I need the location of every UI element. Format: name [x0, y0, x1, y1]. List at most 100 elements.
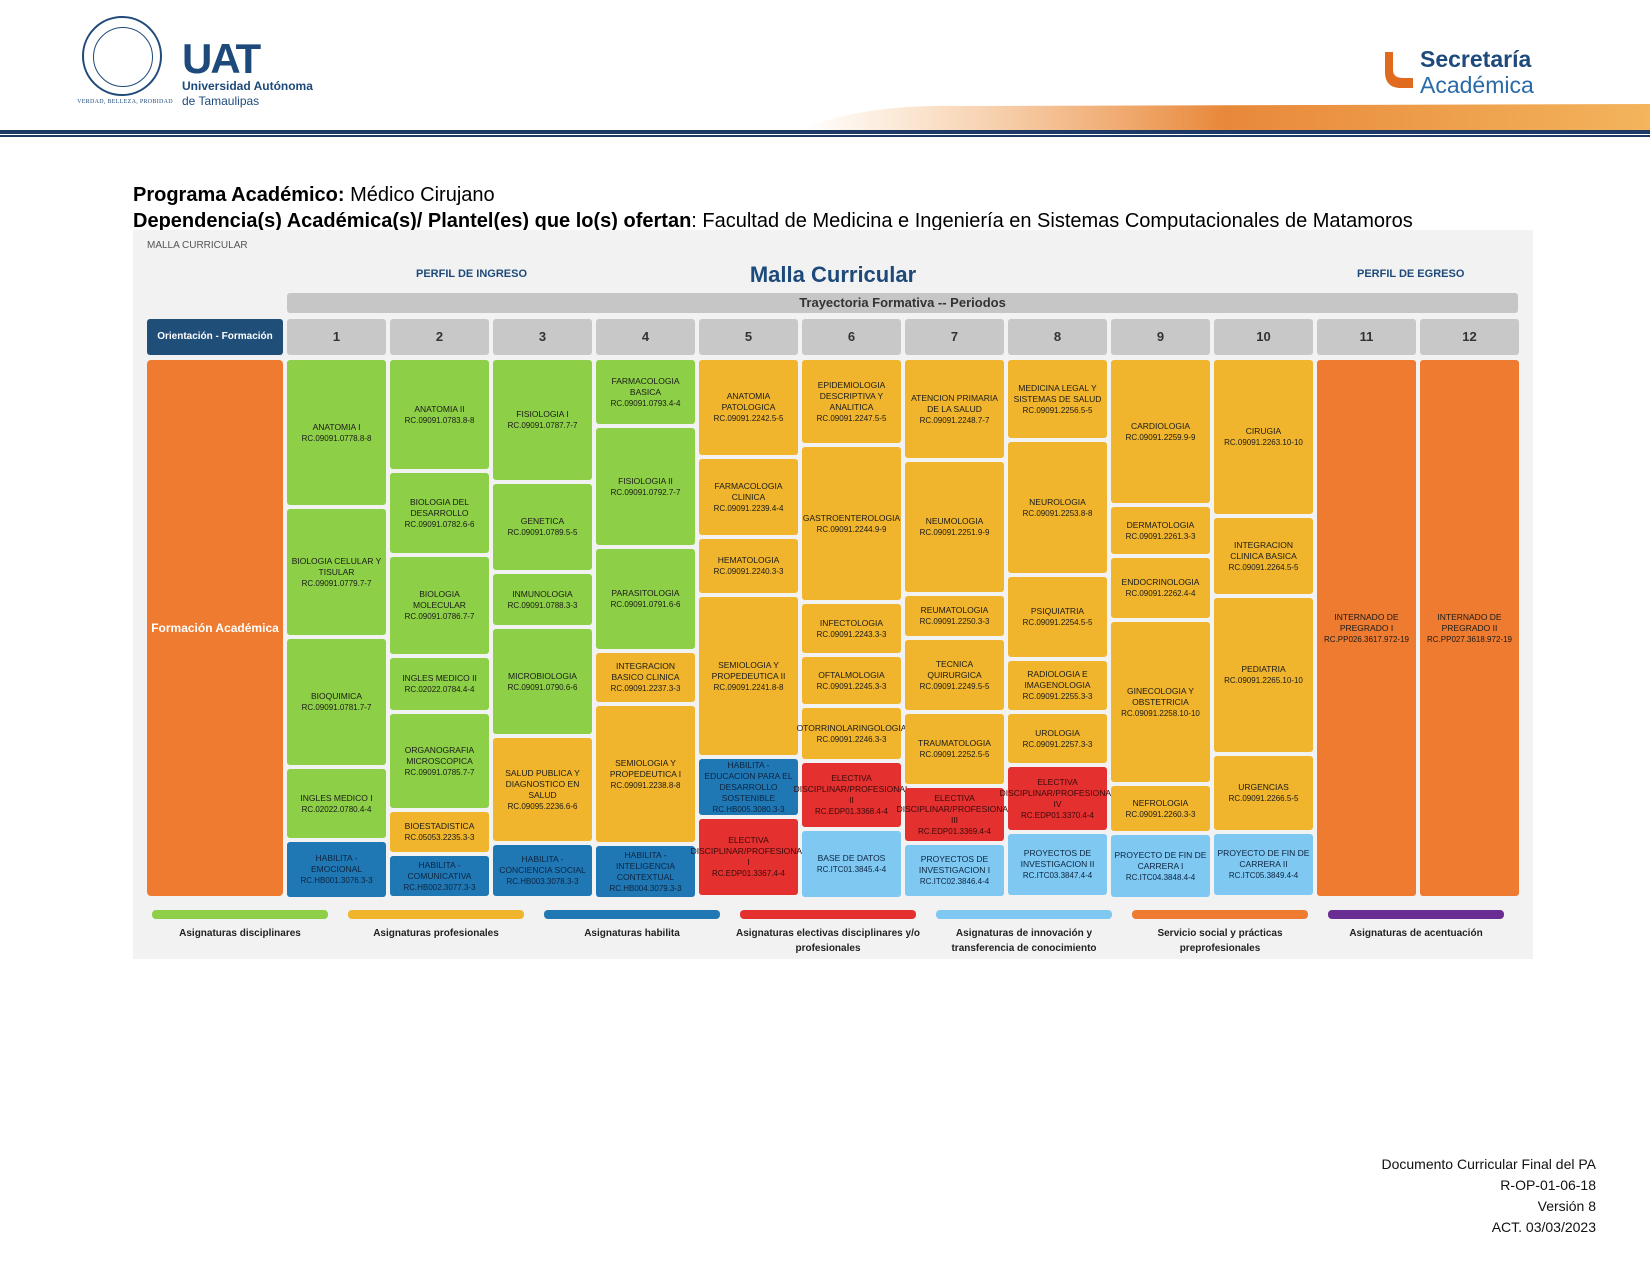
course-cell: SEMIOLOGIA Y PROPEDEUTICA II RC.09091.224…: [699, 597, 798, 755]
course-code: RC.09091.0792.7-7: [610, 487, 681, 497]
course-cell: INTERNADO DE PREGRADO II RC.PP027.3618.97…: [1420, 360, 1519, 896]
footer-line4: ACT. 03/03/2023: [1491, 1219, 1596, 1235]
course-name: PROYECTOS DE INVESTIGACION I: [918, 854, 991, 875]
course-name: ELECTIVA DISCIPLINAR/PROFESIONAL IV: [999, 776, 1116, 809]
course-name: HABILITA - EMOCIONAL: [310, 853, 362, 874]
course-code: RC.09091.2238.8-8: [610, 780, 681, 790]
course-name: SALUD PUBLICA Y DIAGNOSTICO EN SALUD: [505, 767, 580, 800]
course-name: INGLES MEDICO I: [300, 792, 373, 803]
secretaria-title-line2: Académica: [1420, 72, 1534, 98]
footer-line2: R-OP-01-06-18: [1500, 1177, 1596, 1193]
page-header: VERDAD, BELLEZA, PROBIDAD UAT Universida…: [0, 0, 1650, 140]
malla-title: Malla Curricular: [749, 262, 917, 287]
course-cell: RADIOLOGIA E IMAGENOLOGIA RC.09091.2255.3…: [1008, 661, 1107, 710]
legend-bar: [152, 910, 328, 919]
course-cell: HABILITA - EDUCACION PARA EL DESARROLLO …: [699, 759, 798, 815]
course-code: RC.09091.0788.3-3: [507, 600, 578, 610]
legend-bar: [740, 910, 916, 919]
course-cell: UROLOGIA RC.09091.2257.3-3: [1008, 714, 1107, 763]
course-code: RC.09091.0783.8-8: [404, 415, 475, 425]
course-name: ANATOMIA PATOLOGICA: [721, 391, 776, 412]
course-code: RC.09091.0782.6-6: [404, 519, 475, 529]
course-code: RC.09091.2258.10-10: [1121, 708, 1200, 718]
course-code: RC.09091.2263.10-10: [1224, 438, 1303, 447]
course-code: RC.09091.2249.5-5: [919, 681, 990, 691]
course-cell: BIOLOGIA DEL DESARROLLO RC.09091.0782.6-6: [390, 473, 489, 553]
legend-bar: [936, 910, 1112, 919]
course-code: RC.09091.2264.5-5: [1228, 562, 1299, 572]
course-cell: TRAUMATOLOGIA RC.09091.2252.5-5: [905, 714, 1004, 784]
perfil-egreso: PERFIL DE EGRESO: [1357, 268, 1465, 280]
course-code: RC.HB002.3077.3-3: [403, 882, 476, 892]
university-seal-icon: [82, 16, 162, 96]
course-code: RC.09091.2254.5-5: [1022, 618, 1093, 627]
course-cell: PROYECTOS DE INVESTIGACION I RC.ITC02.384…: [905, 845, 1004, 896]
course-code: RC.09091.2252.5-5: [919, 750, 990, 759]
course-name: BIOESTADISTICA: [404, 821, 475, 831]
course-name: REUMATOLOGIA: [920, 605, 989, 615]
course-code: RC.HB003.3078.3-3: [506, 877, 579, 886]
course-code: RC.09091.2257.3-3: [1022, 739, 1093, 749]
header-band: [0, 104, 1650, 137]
secretaria-logo-icon: [1385, 52, 1413, 88]
course-name: ELECTIVA DISCIPLINAR/PROFESIONAL III: [896, 792, 1013, 825]
footer-line1: Documento Curricular Final del PA: [1381, 1156, 1597, 1172]
course-cell: INTEGRACION CLINICA BASICA RC.09091.2264.…: [1214, 518, 1313, 594]
legend-label: Servicio social y prácticas preprofesion…: [1157, 928, 1283, 954]
course-name: FARMACOLOGIA CLINICA: [714, 480, 783, 502]
course-name: BIOQUIMICA: [310, 691, 362, 701]
course-code: RC.09091.2253.8-8: [1022, 508, 1093, 518]
course-code: RC.09091.0791.6-6: [610, 600, 681, 609]
course-cell: NEFROLOGIA RC.09091.2260.3-3: [1111, 786, 1210, 831]
uat-name-line1: Universidad Autónoma: [182, 79, 313, 93]
course-cell: SEMIOLOGIA Y PROPEDEUTICA I RC.09091.2238…: [596, 706, 695, 842]
course-name: HABILITA - COMUNICATIVA: [407, 859, 472, 881]
course-cell: URGENCIAS RC.09091.2266.5-5: [1214, 756, 1313, 830]
course-code: RC.09091.2266.5-5: [1228, 794, 1299, 803]
dependencia-line: Dependencia(s) Académica(s)/ Plantel(es)…: [133, 208, 1413, 234]
course-code: RC.09091.2247.5-5: [816, 413, 887, 423]
course-cell: FISIOLOGIA I RC.09091.0787.7-7: [493, 360, 592, 480]
course-name: TECNICA QUIRURGICA: [927, 658, 982, 680]
course-name: OFTALMOLOGIA: [818, 669, 885, 680]
course-cell: INTEGRACION BASICO CLINICA RC.09091.2237.…: [596, 653, 695, 702]
course-cell: PSIQUIATRIA RC.09091.2254.5-5: [1008, 577, 1107, 657]
period-header-4: 4: [596, 319, 695, 355]
legend-label: Asignaturas electivas disciplinares y/o …: [736, 928, 920, 954]
course-cell: MICROBIOLOGIA RC.09091.0790.6-6: [493, 629, 592, 734]
course-code: RC.HB004.3079.3-3: [609, 883, 682, 893]
course-name: GENETICA: [520, 516, 565, 526]
course-cell: BASE DE DATOS RC.ITC01.3845.4-4: [802, 831, 901, 897]
course-name: PROYECTO DE FIN DE CARRERA II: [1217, 848, 1310, 869]
course-cell: HABILITA - CONCIENCIA SOCIAL RC.HB003.307…: [493, 845, 592, 896]
course-cell: EPIDEMIOLOGIA DESCRIPTIVA Y ANALITICA RC.…: [802, 360, 901, 443]
course-cell: BIOLOGIA CELULAR Y TISULAR RC.09091.0779.…: [287, 509, 386, 635]
course-cell: GENETICA RC.09091.0789.5-5: [493, 484, 592, 570]
period-header-8: 8: [1008, 319, 1107, 355]
course-code: RC.ITC05.3849.4-4: [1228, 871, 1299, 880]
uat-logo: UAT: [182, 38, 261, 80]
course-code: RC.09091.2260.3-3: [1125, 809, 1196, 819]
course-cell: DERMATOLOGIA RC.09091.2261.3-3: [1111, 507, 1210, 554]
course-code: RC.HB005.3080.3-3: [712, 804, 785, 814]
course-code: RC.09091.2248.7-7: [919, 415, 990, 425]
course-code: RC.09091.2251.9-9: [919, 528, 990, 537]
period-header-5: 5: [699, 319, 798, 355]
course-name: ENDOCRINOLOGIA: [1121, 577, 1200, 587]
course-code: RC.02022.0780.4-4: [301, 804, 372, 814]
course-cell: SALUD PUBLICA Y DIAGNOSTICO EN SALUD RC.0…: [493, 738, 592, 841]
course-cell: ELECTIVA DISCIPLINAR/PROFESIONAL IV RC.ED…: [1000, 767, 1116, 830]
course-code: RC.PP026.3617.972-19: [1324, 634, 1409, 644]
course-name: ATENCION PRIMARIA DE LA SALUD: [911, 392, 998, 414]
period-header-12: 12: [1420, 319, 1519, 355]
course-code: RC.09091.2265.10-10: [1224, 676, 1303, 685]
course-code: RC.EDP01.3367.4-4: [712, 869, 785, 878]
period-header-10: 10: [1214, 319, 1313, 355]
course-name: UROLOGIA: [1035, 727, 1080, 738]
legend-label: Asignaturas de innovación y transferenci…: [951, 928, 1097, 954]
course-name: BIOLOGIA CELULAR Y TISULAR: [291, 555, 382, 577]
perfil-ingreso: PERFIL DE INGRESO: [416, 268, 528, 280]
course-name: ORGANOGRAFIA MICROSCOPICA: [404, 744, 475, 766]
course-name: ANATOMIA II: [414, 403, 465, 414]
course-name: NEUMOLOGIA: [925, 516, 984, 526]
